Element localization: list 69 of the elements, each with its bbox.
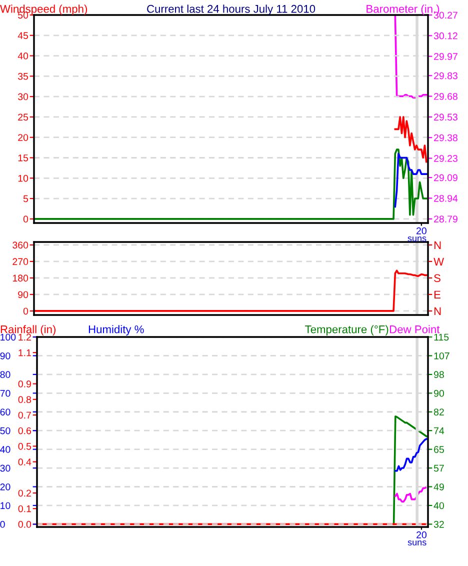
y2-tick-label: 29.97 (434, 53, 458, 60)
y2-tick-label: 29.53 (434, 114, 458, 121)
y-tick-label: 40 (0, 446, 10, 453)
category-label: W (434, 258, 444, 266)
y-tick-label: 60 (0, 408, 10, 416)
y2-tick-label: 29.23 (434, 154, 458, 162)
y-tick-label: 0 (23, 216, 28, 223)
y2-tick-label: 74 (434, 427, 444, 434)
y-tick-label: 180 (12, 274, 28, 282)
y2-tick-label: 40 (434, 502, 444, 510)
y-tick-label: 90 (18, 291, 28, 298)
y2-tick-label: 49 (434, 483, 444, 490)
y-tick-label: 70 (0, 390, 10, 397)
category-label: N (434, 241, 441, 249)
y2-tick-label: 30.12 (434, 32, 458, 40)
text: Dew Point (390, 325, 440, 334)
y2-tick-label: 32 (434, 520, 444, 528)
text: Temperature (°F) (305, 325, 388, 336)
y-tick-label: 45 (18, 32, 28, 40)
y3-tick-label: 0.5 (18, 442, 32, 450)
y2-tick-label: 57 (434, 464, 444, 472)
y3-tick-label: 0.7 (18, 412, 31, 419)
y3-tick-label: 0.6 (18, 427, 32, 434)
y2-tick-label: 90 (434, 390, 444, 397)
y-tick-label: 0 (23, 308, 28, 315)
category-label: E (434, 290, 440, 298)
y2-tick-label: 29.83 (434, 72, 458, 80)
y2-tick-label: 28.94 (434, 194, 458, 202)
y2-tick-label: 28.79 (434, 216, 458, 222)
y-tick-label: 20 (18, 134, 28, 141)
y-tick-label: 30 (18, 93, 28, 100)
y-tick-label: 90 (0, 352, 10, 360)
y3-tick-label: 0.8 (18, 396, 32, 404)
chart-title: Current last 24 hours July 11 2010 (147, 4, 316, 15)
y3-tick-label: 1.2 (18, 334, 31, 341)
category-label: N (434, 307, 441, 315)
category-label: S (434, 274, 440, 282)
y-tick-label: 35 (18, 72, 28, 80)
y-tick-label: 20 (0, 483, 10, 490)
y2-tick-label: 29.68 (434, 93, 458, 100)
y3-tick-label: 1.1 (18, 349, 31, 356)
y3-tick-label: 0.4 (18, 458, 32, 466)
y-tick-label: 10 (0, 502, 10, 510)
text: suns (408, 540, 426, 546)
y2-tick-label: 65 (434, 446, 444, 453)
y2-tick-label: 29.09 (434, 174, 458, 182)
y-tick-label: 10 (18, 174, 28, 182)
y3-tick-label: 0.9 (18, 380, 31, 388)
text: Humidity % (88, 325, 144, 336)
y-tick-label: 5 (23, 195, 28, 202)
y-tick-label: 30 (0, 464, 10, 472)
y2-tick-label: 82 (434, 408, 444, 416)
y3-tick-label: 0.0 (18, 520, 32, 528)
y-tick-label: 50 (0, 427, 10, 434)
y2-tick-label: 115 (434, 334, 449, 341)
y2-tick-label: 29.38 (434, 134, 458, 142)
y-tick-label: 25 (18, 114, 28, 121)
y-tick-label: 80 (0, 371, 10, 378)
y-tick-label: 360 (12, 242, 28, 249)
y-tick-label: 100 (0, 334, 16, 341)
y-tick-label: 0 (0, 520, 5, 528)
y3-tick-label: 0.1 (18, 505, 31, 512)
y-tick-label: 15 (18, 154, 28, 162)
y-tick-label: 40 (18, 52, 28, 60)
y3-tick-label: 0.2 (18, 490, 31, 497)
y2-tick-label: 98 (434, 371, 444, 378)
text: suns (408, 236, 426, 242)
y-tick-label: 270 (12, 258, 28, 266)
y2-tick-label: 107 (434, 352, 450, 360)
